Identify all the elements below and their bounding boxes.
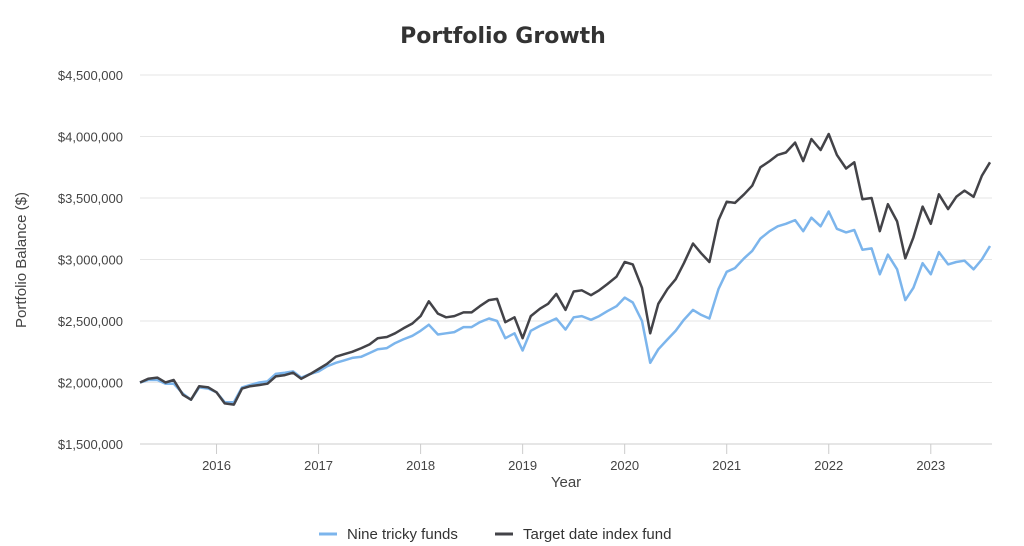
y-tick-label: $4,000,000 [58,130,123,145]
series-line-1 [139,210,992,404]
y-tick-label: $2,500,000 [58,314,123,329]
y-tick-label: $3,500,000 [58,191,123,206]
series-lines [139,132,992,406]
chart-title: Portfolio Growth [400,24,606,49]
gridlines [140,74,992,445]
legend-label: Target date index fund [523,526,671,543]
y-tick-label: $4,500,000 [58,68,123,83]
x-tick-label: 2018 [406,458,435,473]
series-line-2 [139,132,992,406]
x-tick-label: 2023 [916,458,945,473]
y-tick-label: $1,500,000 [58,437,123,452]
x-axis-ticks: 2016 2017 2018 2019 2020 2021 2022 2023 [140,443,992,473]
x-axis-title: Year [551,474,581,491]
legend: Nine tricky funds Target date index fund [319,526,671,543]
x-tick-label: 2022 [814,458,843,473]
x-tick-label: 2017 [304,458,333,473]
y-tick-label: $2,000,000 [58,376,123,391]
y-tick-label: $3,000,000 [58,253,123,268]
y-axis-ticks: $1,500,000 $2,000,000 $2,500,000 $3,000,000… [58,68,123,452]
legend-label: Nine tricky funds [347,526,458,543]
x-tick-label: 2019 [508,458,537,473]
x-tick-label: 2016 [202,458,231,473]
x-tick-label: 2020 [610,458,639,473]
y-axis-title: Portfolio Balance ($) [13,192,30,328]
x-tick-label: 2021 [712,458,741,473]
